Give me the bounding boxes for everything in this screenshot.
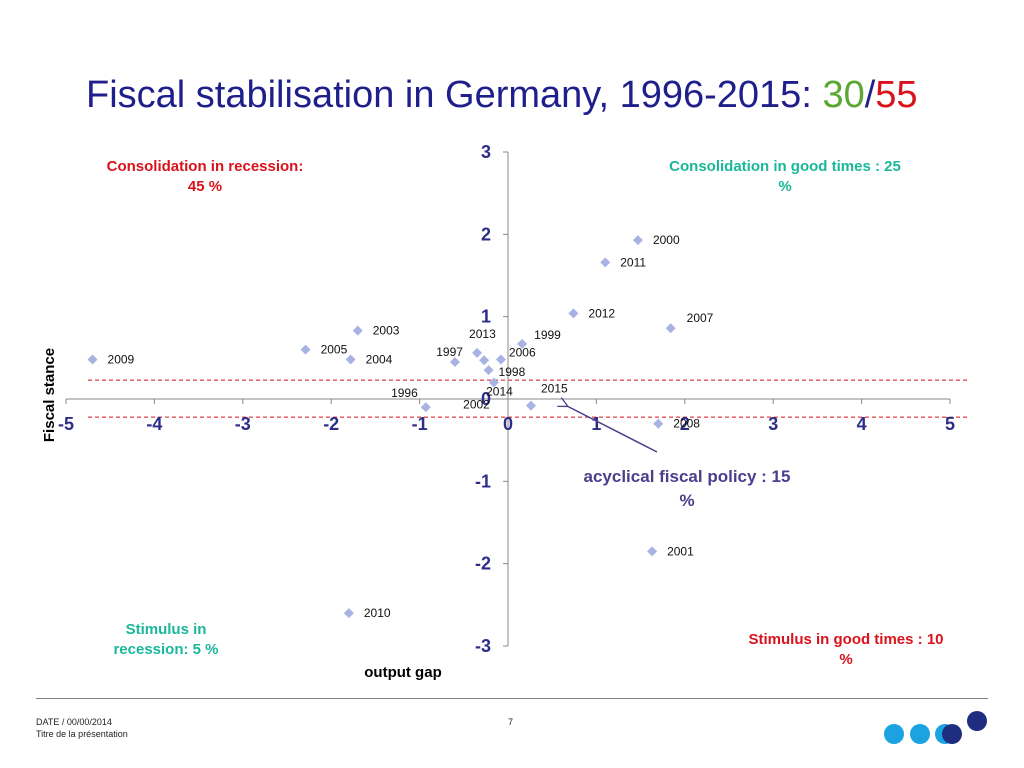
logo (880, 708, 990, 750)
title-highlight-green: 30 (822, 74, 865, 116)
data-point-label: 2006 (509, 345, 536, 359)
page-title: Fiscal stabilisation in Germany, 1996-20… (86, 74, 918, 117)
data-point-label: 1998 (499, 365, 526, 379)
data-point-label: 2008 (673, 417, 700, 431)
y-tick-label: 2 (481, 224, 491, 244)
title-separator: / (864, 74, 876, 116)
y-tick-label: 0 (481, 389, 491, 409)
y-tick-label: -1 (475, 471, 491, 491)
x-tick-label: -5 (58, 414, 74, 434)
title-main: Fiscal stabilisation in Germany, 1996-20… (86, 74, 823, 116)
data-point-label: 2012 (588, 306, 615, 320)
data-point (345, 354, 356, 365)
footer-subtitle: Titre de la présentation (36, 729, 128, 739)
data-point (517, 338, 528, 349)
data-point (665, 323, 676, 334)
x-tick-label: 1 (591, 414, 601, 434)
x-tick-label: 4 (857, 414, 867, 434)
logo-dot-2 (910, 724, 930, 744)
data-point (472, 347, 483, 358)
y-tick-label: 3 (481, 142, 491, 162)
data-point-label: 1997 (436, 345, 463, 359)
data-point (483, 365, 494, 376)
data-point (653, 418, 664, 429)
data-point-label: 2007 (687, 311, 714, 325)
x-tick-label: 3 (768, 414, 778, 434)
logo-dot-4 (942, 724, 962, 744)
quadrant-label-stimulus-recession: Stimulus in recession: 5 % (113, 621, 219, 658)
x-axis-title: output gap (364, 664, 441, 681)
y-tick-label: 1 (481, 307, 491, 327)
data-point-label: 2015 (541, 382, 568, 396)
x-tick-label: 2 (680, 414, 690, 434)
y-tick-label: -3 (475, 636, 491, 656)
data-point-label: 2014 (486, 384, 513, 398)
x-tick-label: -2 (323, 414, 339, 434)
data-point (343, 608, 354, 619)
footer-divider (36, 698, 988, 699)
data-point-label: 2013 (469, 327, 496, 341)
scatter-chart: -5 -4 -3 -2 -1 0 1 2 3 4 5 3 2 1 0 -1 -2 -3 output gap Fisc… (41, 142, 970, 681)
data-point-label: 2011 (620, 255, 646, 269)
quadrant-label-consolidation-recession: Consolidation in recession: 45 % (106, 158, 304, 195)
data-point-label: 2001 (667, 544, 694, 558)
data-point (600, 257, 611, 268)
data-point-label: 2003 (373, 324, 400, 338)
data-point (647, 546, 658, 557)
logo-dot-1 (884, 724, 904, 744)
data-point-label: 2000 (653, 233, 680, 247)
data-point-label: 2002 (463, 398, 490, 412)
footer-date: DATE / 00/00/2014 (36, 717, 112, 727)
data-point-label: 2004 (366, 352, 393, 366)
data-point (568, 308, 579, 319)
data-point (87, 354, 98, 365)
data-point (488, 377, 499, 388)
data-point-label: 2005 (321, 343, 348, 357)
data-point-label: 1999 (534, 328, 561, 342)
quadrant-label-stimulus-good-times: Stimulus in good times : 10% (748, 631, 944, 668)
data-point (479, 355, 490, 366)
data-point (420, 402, 431, 413)
data-point (525, 400, 536, 411)
y-tick-label: -2 (475, 554, 491, 574)
data-point (495, 354, 506, 365)
x-tick-label: -3 (235, 414, 251, 434)
x-tick-label: 0 (503, 414, 513, 434)
acyclical-label: acyclical fiscal policy : 15% (583, 467, 791, 510)
data-point (632, 235, 643, 246)
x-tick-label: 5 (945, 414, 955, 434)
footer-page-number: 7 (508, 717, 514, 727)
title-highlight-red: 55 (875, 74, 918, 116)
data-point-label: 2009 (108, 352, 135, 366)
data-point (352, 325, 363, 336)
x-tick-label: -4 (146, 414, 162, 434)
data-point (449, 356, 460, 367)
data-point (300, 344, 311, 355)
y-axis-title: Fiscal stance (41, 348, 58, 442)
x-tick-label: -1 (412, 414, 428, 434)
data-point-label: 1996 (391, 386, 418, 400)
quadrant-label-consolidation-good-times: Consolidation in good times : 25% (669, 158, 901, 195)
logo-dot-5 (967, 711, 987, 731)
acyclical-arrow (567, 406, 658, 453)
data-point-label: 2010 (364, 606, 391, 620)
